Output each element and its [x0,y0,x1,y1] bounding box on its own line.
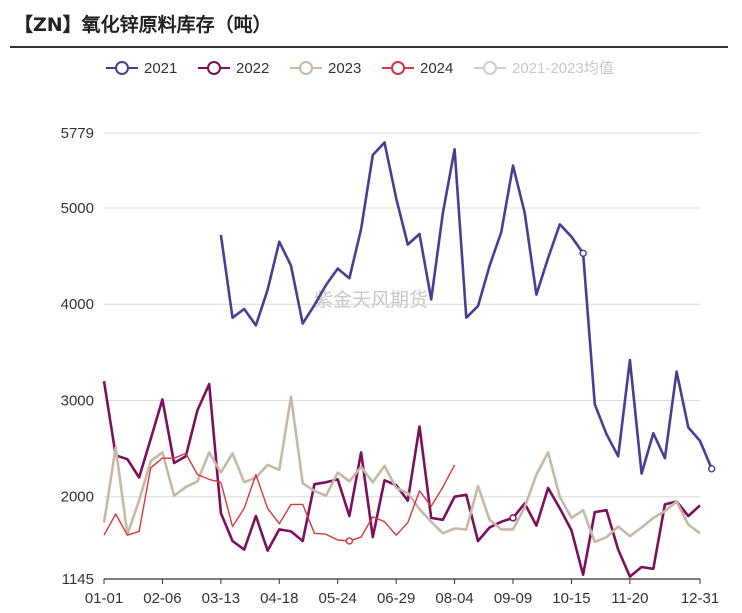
y-tick-label: 4000 [61,296,94,313]
legend-label-2022: 2022 [236,60,269,77]
x-tick-label: 02-06 [143,590,181,607]
legend-marker-2021 [115,61,129,75]
chart-legend[interactable]: 2021 2022 2023 2024 2021-2023均值 [106,60,614,77]
legend-label-2023: 2023 [328,60,361,77]
chart-title: 【ZN】氧化锌原料库存（吨） [14,14,272,36]
series-line-2023 [102,395,701,544]
x-tick-label: 08-04 [435,590,473,607]
legend-label-2024: 2024 [420,60,453,77]
x-tick-label: 11-20 [611,590,648,607]
chart-series [102,141,716,578]
y-tick-label: 5000 [61,200,94,217]
x-tick-label: 10-15 [552,590,590,607]
watermark: 紫金天风期货 [314,289,428,311]
series-point-2024 [345,537,354,545]
legend-marker-2022 [207,61,221,75]
title-divider [10,46,728,48]
series-point-2022 [509,514,517,522]
series-line-2021 [219,141,713,475]
x-tick-label: 01-01 [85,590,123,607]
x-tick-label: 06-29 [377,590,415,607]
legend-label-2021: 2021 [144,60,177,77]
legend-marker-2021-2023均值 [483,61,497,75]
x-tick-label: 05-24 [319,590,357,607]
chart-grid [104,132,700,498]
series-line-2024 [103,452,456,542]
legend-marker-2023 [299,61,313,75]
x-tick-label: 03-13 [202,590,240,607]
x-tick-label: 04-18 [260,590,298,607]
x-tick-label: 12-31 [681,590,719,607]
legend-label-2021-2023均值: 2021-2023均值 [512,60,614,77]
series-point-2021 [707,465,716,473]
x-tick-label: 09-09 [494,590,532,607]
y-tick-label: 1145 [62,571,94,588]
legend-marker-2024 [391,61,405,75]
y-tick-label: 5779 [61,125,94,142]
series-point-2021 [579,249,587,257]
chart-axes: 5779 5000 4000 3000 2000 1145 01-01 02-06 03-13 0… [61,125,720,607]
y-tick-label: 3000 [61,392,94,409]
y-tick-label: 2000 [61,489,94,506]
series-line-2022 [102,380,701,578]
